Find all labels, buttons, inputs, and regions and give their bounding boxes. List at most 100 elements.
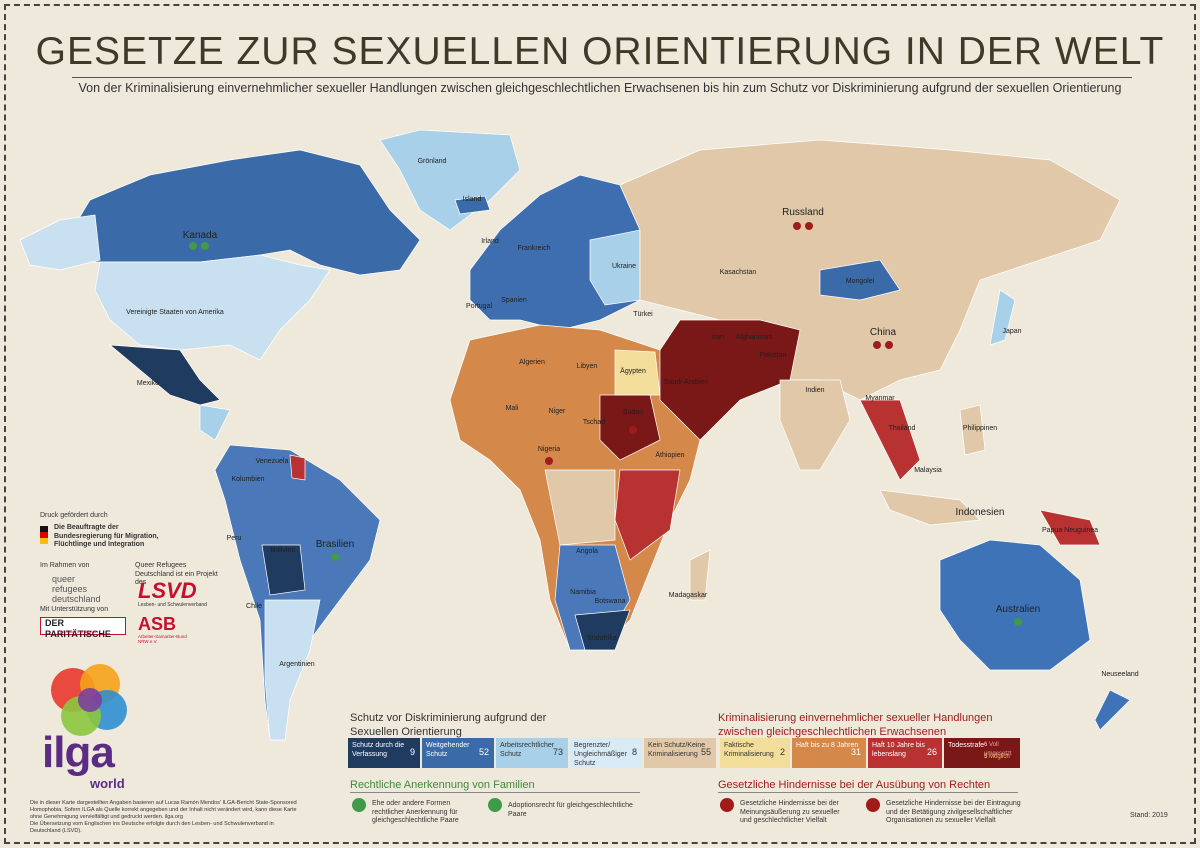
- legend-label: Schutz durch die Verfassung: [352, 742, 405, 758]
- country-label: Mali: [506, 405, 519, 412]
- legend-heading: Rechtliche Anerkennung von Familien: [350, 778, 640, 793]
- adoption-icon: [488, 798, 502, 812]
- country-label: Saudi-Arabien: [664, 379, 708, 386]
- legend-label: Haft bis zu 8 Jahren: [796, 742, 859, 749]
- country-label: Malaysia: [914, 467, 942, 474]
- legend-text: Gesetzliche Hindernisse bei der Meinungs…: [740, 800, 840, 824]
- country-label: Mongolei: [846, 278, 875, 285]
- country-label: Frankreich: [517, 245, 550, 252]
- country-label: Algerien: [519, 359, 545, 366]
- country-label: Vereinigte Staaten von Amerika: [126, 309, 224, 316]
- country-label: Türkei: [633, 311, 653, 318]
- alaska: [19, 214, 101, 271]
- frame-credit: Im Rahmen von: [40, 562, 90, 569]
- country-label: Äthiopien: [655, 451, 684, 459]
- country-label: Australien: [996, 604, 1040, 615]
- argentina: [264, 599, 321, 741]
- country-label: Nigeria: [538, 446, 560, 453]
- country-label: Madagaskar: [669, 592, 708, 599]
- legend-heading: Schutz vor Diskriminierung aufgrund der …: [350, 712, 547, 738]
- india: [779, 379, 851, 471]
- country-label: Thailand: [889, 425, 916, 432]
- country-label: Russland: [782, 207, 824, 218]
- country-label: Brasilien: [316, 539, 354, 550]
- legend-text: Gesetzliche Hindernisse bei der Eintragu…: [886, 800, 1021, 824]
- country-label: Botswana: [595, 598, 626, 605]
- legend-label: Arbeitsrechtlicher Schutz: [500, 742, 555, 758]
- ministry: Die Beauftragte der Bundesregierung für …: [54, 524, 159, 548]
- legend-count: 73: [552, 747, 563, 757]
- ilga-sub: world: [90, 776, 125, 791]
- legend-heading: Kriminalisierung einvernehmlicher sexuel…: [718, 712, 993, 738]
- new-zealand: [1094, 689, 1131, 731]
- madagascar: [689, 549, 711, 601]
- ilga-flower: [51, 664, 127, 736]
- country-label: Libyen: [577, 363, 598, 370]
- legend-count: 26: [926, 747, 937, 757]
- legend-item: Faktische Kriminalisierung 2: [720, 738, 790, 768]
- guyana: [289, 454, 306, 481]
- legend-count: 2: [779, 747, 785, 757]
- country-label: Iran: [712, 334, 724, 341]
- association-icon: [866, 798, 880, 812]
- title-rule: [72, 77, 1132, 78]
- country-label: Tschad: [583, 419, 605, 426]
- asb-logo: ASB: [138, 614, 177, 634]
- country-label: Chile: [246, 603, 262, 610]
- ilga-name: ilga: [42, 728, 115, 777]
- legend-count: 55: [700, 747, 711, 757]
- legend-count: 52: [478, 747, 489, 757]
- legend-subitem: 6 Voll umgesetzt: [984, 741, 1020, 759]
- legend-item: Todesstrafe 6 Voll umgesetzt 5 Möglich: [944, 738, 1020, 768]
- country-label: Indien: [805, 387, 824, 394]
- legend-label: Voll umgesetzt: [984, 742, 1012, 757]
- country-label: Indonesien: [956, 507, 1005, 518]
- project-credit: Queer Refugees Deutschland ist ein Proje…: [135, 562, 218, 586]
- country-label: Kanada: [183, 230, 218, 241]
- country-label: Portugal: [466, 303, 493, 310]
- paritaet-sub: GESAMTVERBAND: [60, 629, 97, 634]
- legend-subitem: 5 Möglich: [984, 753, 1010, 762]
- papua-new-guinea: [1039, 509, 1101, 546]
- bolivia: [261, 544, 306, 596]
- country-label: Spanien: [501, 297, 527, 304]
- country-label: Afghanistan: [736, 334, 773, 341]
- indonesia: [879, 489, 981, 526]
- country-label: Niger: [549, 408, 566, 415]
- country-label: Grönland: [418, 158, 447, 165]
- legend-count: 5: [984, 754, 988, 760]
- australia: [939, 539, 1091, 671]
- qrd-logo: queer refugees deutschland: [52, 574, 101, 604]
- country-label: Argentinien: [279, 661, 315, 668]
- mexico: [108, 344, 221, 406]
- subtitle: Von der Kriminalisierung einvernehmliche…: [78, 81, 1122, 95]
- central-africa: [544, 469, 616, 546]
- country-label: Philippinen: [963, 425, 997, 432]
- country-label: Venezuela: [256, 458, 289, 465]
- family-icon: [352, 798, 366, 812]
- country-label: Bolivien: [271, 547, 296, 554]
- country-label: Ägypten: [620, 367, 646, 375]
- greenland: [379, 129, 521, 231]
- legend-label: Kein Schutz/Keine Kriminalisierung: [648, 742, 706, 758]
- map-icons: [189, 222, 1022, 626]
- legend-label: Faktische Kriminalisierung: [724, 742, 774, 758]
- iceland: [454, 195, 491, 215]
- legend-item: Kein Schutz/Keine Kriminalisierung 55: [644, 738, 716, 768]
- print-credit: Druck gefördert durch: [40, 512, 108, 519]
- paritaet-logo: DER PARITÄTISCHE: [40, 617, 126, 639]
- country-label: Island: [463, 196, 482, 203]
- legend-item: Schutz durch die Verfassung 9: [348, 738, 420, 768]
- legend-item: Begrenzter/ Ungleichmäßiger Schutz 8: [570, 738, 642, 768]
- legend-label: Weitgehender Schutz: [426, 742, 470, 758]
- country-label: Sudan: [623, 409, 643, 416]
- east-africa: [614, 469, 681, 561]
- country-label: China: [870, 327, 897, 338]
- legend-label: Todesstrafe: [948, 742, 985, 749]
- central-america: [199, 404, 231, 441]
- frame: [4, 4, 1196, 844]
- mongolia: [819, 259, 901, 301]
- usa: [94, 254, 331, 361]
- country-label: Kasachstan: [720, 269, 757, 276]
